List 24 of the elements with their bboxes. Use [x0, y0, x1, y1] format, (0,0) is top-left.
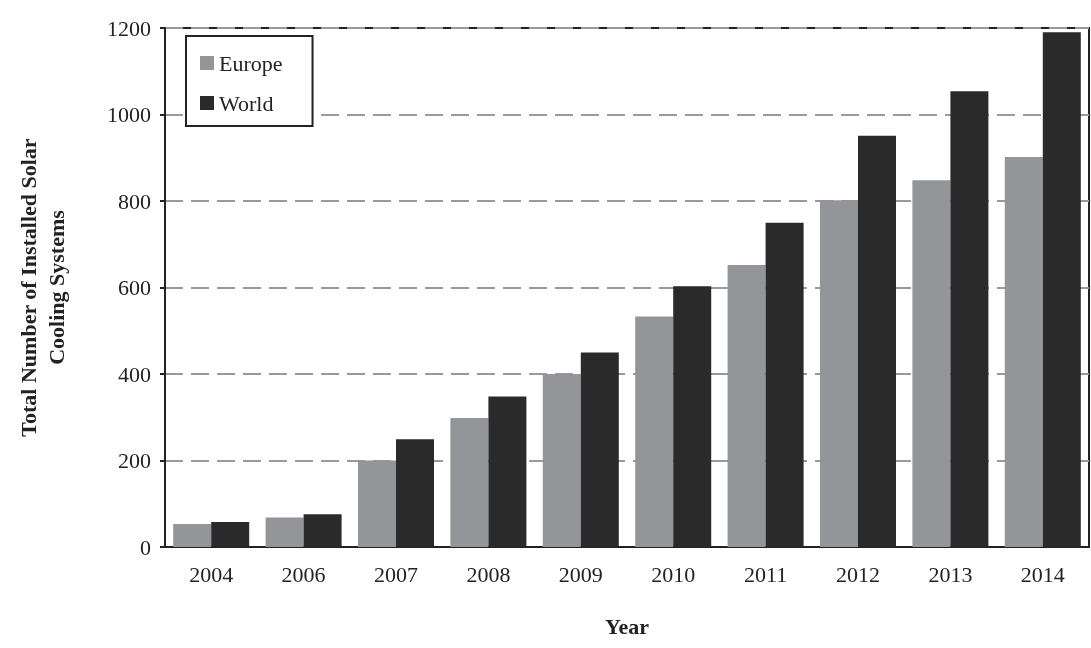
x-tick-label: 2009: [558, 561, 603, 587]
x-tick-label: 2014: [1020, 561, 1065, 587]
y-tick-label: 1200: [107, 15, 151, 41]
bar: [265, 517, 304, 547]
x-tick-label: 2012: [836, 561, 880, 587]
y-tick-label: 600: [118, 275, 151, 300]
y-tick-label: 800: [118, 188, 151, 214]
x-tick-label: 2010: [651, 561, 696, 587]
x-axis-title: Year: [605, 613, 650, 639]
x-tick-label: 2004: [189, 561, 234, 587]
y-tick-label: 200: [118, 448, 151, 473]
y-axis-title: Total Number of Installed Solar Cooling Systems: [15, 138, 69, 437]
x-tick-label: 2011: [744, 561, 788, 587]
y-tick-label: 400: [118, 361, 151, 387]
legend-label: Europe: [219, 50, 283, 76]
y-tick-label: 1000: [107, 102, 151, 127]
x-tick-label: 2007: [374, 561, 418, 587]
x-tick-label: 2008: [466, 561, 511, 587]
x-tick-label: 2013: [928, 561, 973, 587]
bar: [173, 524, 212, 547]
legend-label: World: [219, 90, 274, 116]
y-tick-label: 0: [140, 534, 151, 560]
x-tick-label: 2006: [281, 561, 326, 587]
bar: [450, 418, 489, 547]
